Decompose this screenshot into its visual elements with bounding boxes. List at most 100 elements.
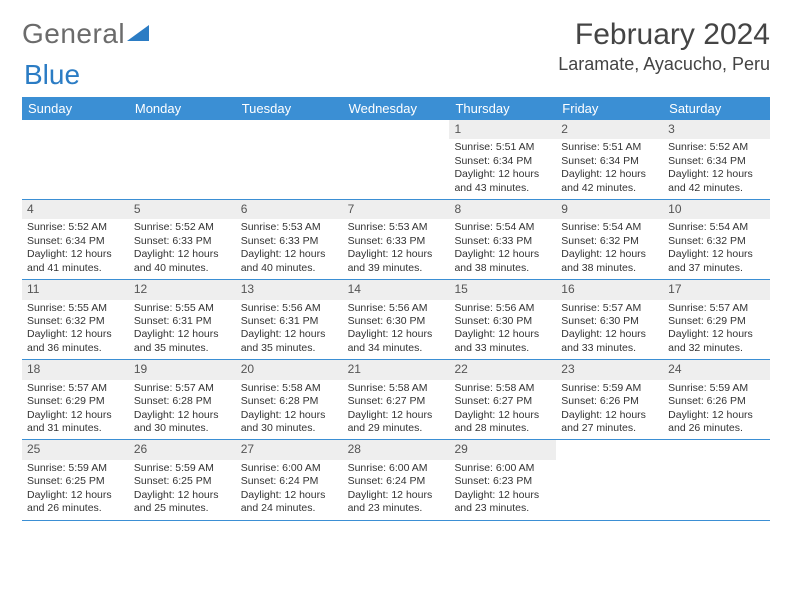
- day-cell: 18Sunrise: 5:57 AMSunset: 6:29 PMDayligh…: [22, 360, 129, 439]
- sunrise-text: Sunrise: 5:51 AM: [561, 141, 658, 154]
- day-cell: [22, 120, 129, 199]
- daylight2-text: and 41 minutes.: [27, 262, 124, 275]
- sunrise-text: Sunrise: 5:55 AM: [134, 302, 231, 315]
- day-number: 11: [22, 280, 129, 299]
- day-number: 22: [449, 360, 556, 379]
- daylight2-text: and 42 minutes.: [561, 182, 658, 195]
- daylight2-text: and 23 minutes.: [348, 502, 445, 515]
- sunrise-text: Sunrise: 6:00 AM: [241, 462, 338, 475]
- day-info: Sunrise: 5:51 AMSunset: 6:34 PMDaylight:…: [556, 141, 663, 199]
- sunrise-text: Sunrise: 5:52 AM: [134, 221, 231, 234]
- sunset-text: Sunset: 6:30 PM: [454, 315, 551, 328]
- daylight2-text: and 30 minutes.: [241, 422, 338, 435]
- daylight2-text: and 33 minutes.: [454, 342, 551, 355]
- day-header-sunday: Sunday: [22, 97, 129, 120]
- day-info: Sunrise: 5:58 AMSunset: 6:27 PMDaylight:…: [343, 382, 450, 440]
- sunset-text: Sunset: 6:28 PM: [241, 395, 338, 408]
- sunrise-text: Sunrise: 6:00 AM: [454, 462, 551, 475]
- logo-text-blue: Blue: [24, 59, 80, 90]
- sunrise-text: Sunrise: 5:59 AM: [668, 382, 765, 395]
- day-number: 29: [449, 440, 556, 459]
- week-row: 18Sunrise: 5:57 AMSunset: 6:29 PMDayligh…: [22, 360, 770, 440]
- week-row: 11Sunrise: 5:55 AMSunset: 6:32 PMDayligh…: [22, 280, 770, 360]
- sunrise-text: Sunrise: 5:54 AM: [561, 221, 658, 234]
- logo: General: [22, 18, 149, 50]
- daylight1-text: Daylight: 12 hours: [134, 409, 231, 422]
- day-info: Sunrise: 5:56 AMSunset: 6:30 PMDaylight:…: [343, 302, 450, 360]
- day-number: 9: [556, 200, 663, 219]
- day-number: 5: [129, 200, 236, 219]
- day-cell: 2Sunrise: 5:51 AMSunset: 6:34 PMDaylight…: [556, 120, 663, 199]
- day-number: 19: [129, 360, 236, 379]
- day-cell: 15Sunrise: 5:56 AMSunset: 6:30 PMDayligh…: [449, 280, 556, 359]
- day-number: 7: [343, 200, 450, 219]
- daylight2-text: and 31 minutes.: [27, 422, 124, 435]
- daylight1-text: Daylight: 12 hours: [668, 168, 765, 181]
- week-row: 1Sunrise: 5:51 AMSunset: 6:34 PMDaylight…: [22, 120, 770, 200]
- daylight1-text: Daylight: 12 hours: [454, 328, 551, 341]
- day-cell: 7 Sunrise: 5:53 AMSunset: 6:33 PMDaylight…: [343, 200, 450, 279]
- daylight1-text: Daylight: 12 hours: [134, 489, 231, 502]
- day-number: 28: [343, 440, 450, 459]
- sunset-text: Sunset: 6:34 PM: [561, 155, 658, 168]
- sunset-text: Sunset: 6:24 PM: [241, 475, 338, 488]
- day-info: Sunrise: 5:54 AMSunset: 6:32 PMDaylight:…: [663, 221, 770, 279]
- day-info: Sunrise: 6:00 AMSunset: 6:24 PMDaylight:…: [343, 462, 450, 520]
- day-cell: 29 Sunrise: 6:00 AMSunset: 6:23 PMDayligh…: [449, 440, 556, 519]
- daylight2-text: and 36 minutes.: [27, 342, 124, 355]
- day-cell: 19 Sunrise: 5:57 AMSunset: 6:28 PMDayligh…: [129, 360, 236, 439]
- day-cell: 28 Sunrise: 6:00 AMSunset: 6:24 PMDayligh…: [343, 440, 450, 519]
- sunset-text: Sunset: 6:29 PM: [27, 395, 124, 408]
- day-info: Sunrise: 5:53 AMSunset: 6:33 PMDaylight:…: [343, 221, 450, 279]
- daylight1-text: Daylight: 12 hours: [348, 409, 445, 422]
- daylight2-text: and 35 minutes.: [134, 342, 231, 355]
- sunset-text: Sunset: 6:33 PM: [134, 235, 231, 248]
- day-info: Sunrise: 5:52 AMSunset: 6:33 PMDaylight:…: [129, 221, 236, 279]
- day-cell: 5 Sunrise: 5:52 AMSunset: 6:33 PMDaylight…: [129, 200, 236, 279]
- day-info: Sunrise: 5:57 AMSunset: 6:30 PMDaylight:…: [556, 302, 663, 360]
- day-cell: 21Sunrise: 5:58 AMSunset: 6:27 PMDayligh…: [343, 360, 450, 439]
- day-cell: [556, 440, 663, 519]
- sunrise-text: Sunrise: 5:52 AM: [668, 141, 765, 154]
- sunrise-text: Sunrise: 5:55 AM: [27, 302, 124, 315]
- day-cell: 17Sunrise: 5:57 AMSunset: 6:29 PMDayligh…: [663, 280, 770, 359]
- day-info: Sunrise: 5:59 AMSunset: 6:25 PMDaylight:…: [129, 462, 236, 520]
- sunset-text: Sunset: 6:30 PM: [348, 315, 445, 328]
- day-info: Sunrise: 6:00 AMSunset: 6:23 PMDaylight:…: [449, 462, 556, 520]
- sunset-text: Sunset: 6:28 PM: [134, 395, 231, 408]
- day-number: 14: [343, 280, 450, 299]
- daylight1-text: Daylight: 12 hours: [668, 328, 765, 341]
- day-info: Sunrise: 5:59 AMSunset: 6:26 PMDaylight:…: [663, 382, 770, 440]
- day-number: 26: [129, 440, 236, 459]
- daylight1-text: Daylight: 12 hours: [241, 489, 338, 502]
- day-cell: 27Sunrise: 6:00 AMSunset: 6:24 PMDayligh…: [236, 440, 343, 519]
- day-cell: [236, 120, 343, 199]
- day-cell: 16 Sunrise: 5:57 AMSunset: 6:30 PMDayligh…: [556, 280, 663, 359]
- sunrise-text: Sunrise: 5:52 AM: [27, 221, 124, 234]
- day-cell: 14 Sunrise: 5:56 AMSunset: 6:30 PMDayligh…: [343, 280, 450, 359]
- logo-triangle-icon: [127, 25, 149, 43]
- daylight1-text: Daylight: 12 hours: [561, 409, 658, 422]
- sunrise-text: Sunrise: 5:57 AM: [134, 382, 231, 395]
- daylight2-text: and 39 minutes.: [348, 262, 445, 275]
- daylight1-text: Daylight: 12 hours: [27, 248, 124, 261]
- day-header-wednesday: Wednesday: [343, 97, 450, 120]
- day-info: Sunrise: 5:55 AMSunset: 6:31 PMDaylight:…: [129, 302, 236, 360]
- sunrise-text: Sunrise: 5:56 AM: [348, 302, 445, 315]
- day-number: 3: [663, 120, 770, 139]
- day-header-tuesday: Tuesday: [236, 97, 343, 120]
- day-number: 16: [556, 280, 663, 299]
- day-header-friday: Friday: [556, 97, 663, 120]
- daylight2-text: and 43 minutes.: [454, 182, 551, 195]
- day-info: Sunrise: 5:59 AMSunset: 6:26 PMDaylight:…: [556, 382, 663, 440]
- sunrise-text: Sunrise: 5:54 AM: [454, 221, 551, 234]
- day-cell: 1Sunrise: 5:51 AMSunset: 6:34 PMDaylight…: [449, 120, 556, 199]
- sunrise-text: Sunrise: 5:57 AM: [561, 302, 658, 315]
- sunset-text: Sunset: 6:25 PM: [134, 475, 231, 488]
- daylight2-text: and 29 minutes.: [348, 422, 445, 435]
- day-cell: [129, 120, 236, 199]
- sunrise-text: Sunrise: 5:59 AM: [27, 462, 124, 475]
- day-cell: 4Sunrise: 5:52 AMSunset: 6:34 PMDaylight…: [22, 200, 129, 279]
- day-cell: 8Sunrise: 5:54 AMSunset: 6:33 PMDaylight…: [449, 200, 556, 279]
- day-header-row: Sunday Monday Tuesday Wednesday Thursday…: [22, 97, 770, 120]
